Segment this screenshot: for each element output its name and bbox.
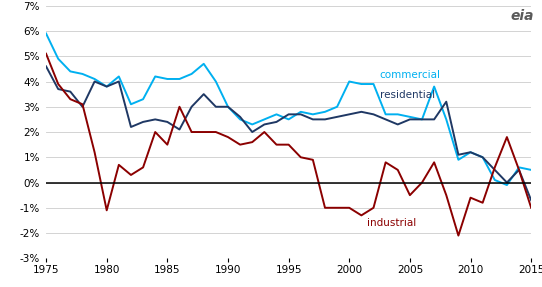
Text: industrial: industrial bbox=[367, 218, 417, 228]
Text: eia: eia bbox=[511, 9, 534, 23]
Text: commercial: commercial bbox=[379, 70, 441, 80]
Text: residential: residential bbox=[379, 90, 435, 100]
